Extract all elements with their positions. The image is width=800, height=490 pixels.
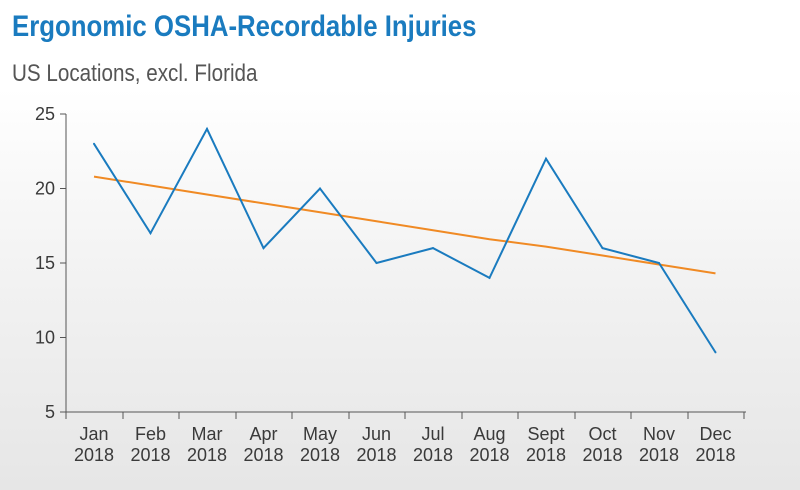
x-tick-label-month: Jan: [79, 424, 108, 444]
data-point: [262, 247, 265, 250]
x-tick-label-year: 2018: [300, 445, 340, 465]
x-tick-label-year: 2018: [243, 445, 283, 465]
data-point: [432, 247, 434, 250]
data-point: [206, 127, 208, 130]
y-tick-label: 10: [35, 328, 55, 348]
x-tick-label-month: Nov: [643, 424, 675, 444]
x-tick-label-month: Sept: [527, 424, 564, 444]
x-tick-label-year: 2018: [74, 445, 114, 465]
y-tick-label: 20: [35, 179, 55, 199]
data-point: [601, 247, 604, 250]
x-tick-label-year: 2018: [413, 445, 453, 465]
x-tick-label-year: 2018: [526, 445, 566, 465]
data-point: [488, 276, 491, 279]
x-tick-label-month: Mar: [192, 424, 223, 444]
data-point: [658, 262, 660, 264]
data-point: [93, 142, 95, 145]
data-point: [149, 232, 152, 235]
x-tick-label-year: 2018: [187, 445, 227, 465]
x-tick-label-year: 2018: [639, 445, 679, 465]
x-tick-label-month: Apr: [249, 424, 277, 444]
x-tick-label-year: 2018: [130, 445, 170, 465]
data-point: [714, 351, 717, 354]
y-tick-label: 15: [35, 253, 55, 273]
x-tick-label-month: Jun: [362, 424, 391, 444]
chart-subtitle: US Locations, excl. Florida: [12, 60, 258, 87]
x-tick-label-year: 2018: [582, 445, 622, 465]
trendline-series: [93, 175, 716, 275]
x-tick-label-month: Dec: [699, 424, 731, 444]
x-tick-label-year: 2018: [695, 445, 735, 465]
x-tick-label-month: Jul: [421, 424, 444, 444]
x-tick-label-year: 2018: [356, 445, 396, 465]
x-tick-label-month: May: [303, 424, 337, 444]
chart-title: Ergonomic OSHA-Recordable Injuries: [12, 10, 477, 43]
data-point: [319, 187, 321, 190]
y-tick-label: 25: [35, 104, 55, 124]
injuries-line-series: [93, 126, 717, 353]
x-tick-label-year: 2018: [469, 445, 509, 465]
x-tick-label-month: Aug: [473, 424, 505, 444]
x-tick-label-month: Oct: [588, 424, 616, 444]
x-tick-label-month: Feb: [135, 424, 166, 444]
data-point: [545, 157, 547, 160]
y-tick-label: 5: [45, 402, 55, 422]
data-point: [375, 262, 378, 264]
